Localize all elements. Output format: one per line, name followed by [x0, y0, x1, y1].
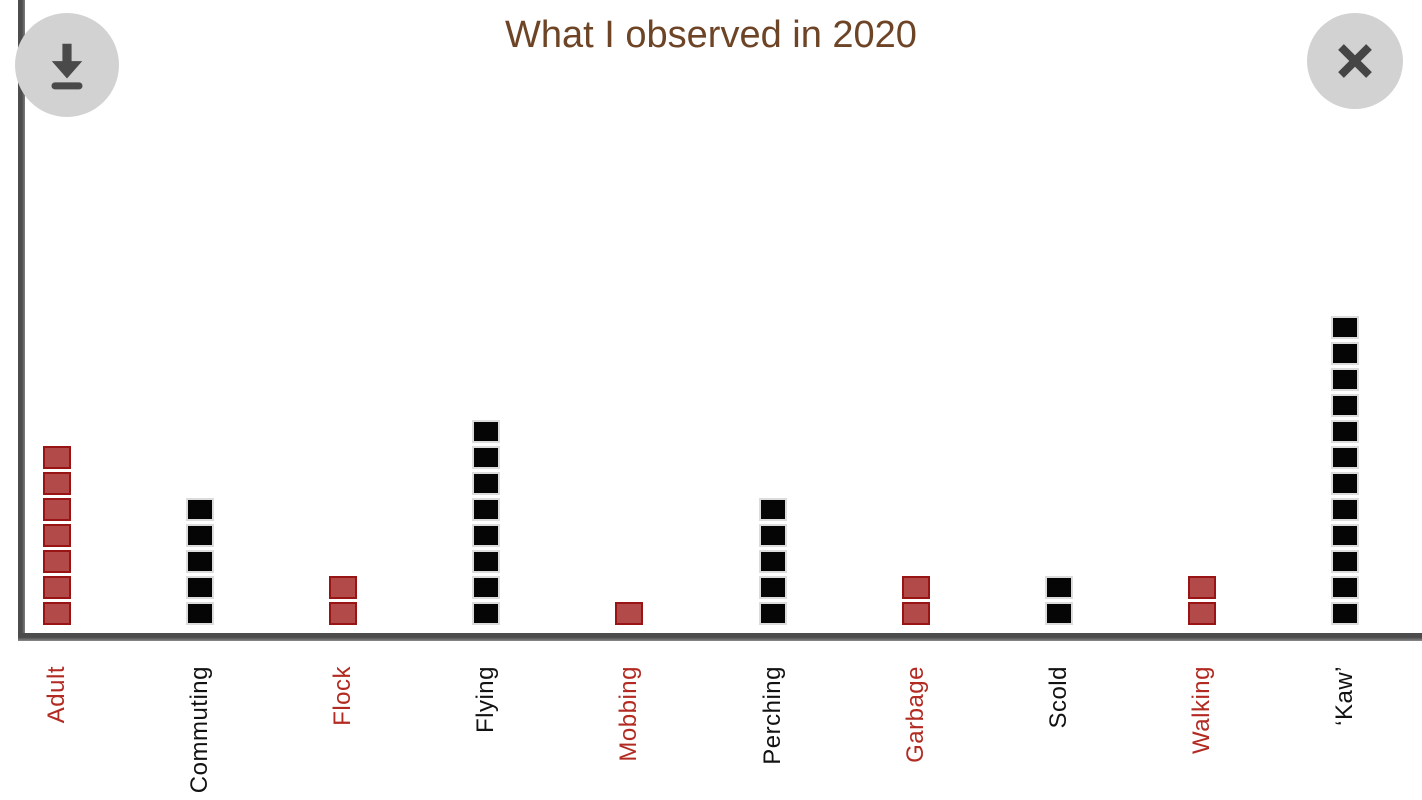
unit-square — [758, 602, 787, 625]
unit-square — [328, 576, 357, 599]
unit-square — [1331, 394, 1360, 417]
unit-square — [1188, 576, 1217, 599]
unit-square-stack — [615, 602, 644, 625]
unit-square — [1331, 550, 1360, 573]
x-tick-label: Walking — [1188, 666, 1216, 754]
category-column: Flying — [415, 0, 557, 800]
unit-square-stack — [1331, 316, 1360, 625]
unit-square-stack — [328, 576, 357, 625]
x-tick-label: Flock — [328, 666, 356, 726]
unit-square — [1331, 342, 1360, 365]
unit-square-stack — [901, 576, 930, 625]
x-tick-label: Flying — [472, 666, 500, 734]
x-tick-label-wrap: Perching — [702, 666, 844, 765]
close-button[interactable] — [1307, 13, 1403, 109]
x-tick-label-wrap: ‘Kaw’ — [1274, 666, 1416, 726]
x-axis-line — [18, 633, 1422, 641]
x-tick-label-wrap: Mobbing — [558, 666, 700, 762]
unit-square — [185, 602, 214, 625]
unit-square — [1331, 368, 1360, 391]
x-tick-label-wrap: Walking — [1131, 666, 1273, 754]
category-column: Adult — [0, 0, 128, 800]
category-column: Flock — [272, 0, 414, 800]
unit-square — [472, 550, 501, 573]
unit-square — [42, 498, 71, 521]
unit-square — [42, 472, 71, 495]
unit-square — [1331, 472, 1360, 495]
unit-square — [185, 550, 214, 573]
unit-square — [42, 550, 71, 573]
unit-square — [758, 524, 787, 547]
chart-title: What I observed in 2020 — [505, 14, 917, 56]
unit-square — [758, 576, 787, 599]
category-column: Scold — [988, 0, 1130, 800]
unit-square — [1331, 602, 1360, 625]
unit-square — [901, 576, 930, 599]
unit-square — [185, 524, 214, 547]
x-tick-label-wrap: Flock — [272, 666, 414, 726]
unit-square — [472, 576, 501, 599]
x-tick-label: Commuting — [185, 666, 213, 794]
x-tick-label: Perching — [758, 666, 786, 765]
unit-square-stack — [758, 498, 787, 625]
unit-square-stack — [1044, 576, 1073, 625]
x-tick-label: ‘Kaw’ — [1331, 666, 1359, 726]
category-column: Mobbing — [558, 0, 700, 800]
unit-square — [472, 472, 501, 495]
unit-square — [472, 524, 501, 547]
x-tick-label-wrap: Commuting — [129, 666, 271, 793]
unit-square — [1331, 576, 1360, 599]
unit-square — [1044, 576, 1073, 599]
x-tick-label-wrap: Scold — [988, 666, 1130, 729]
unit-square — [758, 498, 787, 521]
unit-square — [472, 602, 501, 625]
x-tick-label-wrap: Flying — [415, 666, 557, 733]
close-icon — [1338, 44, 1372, 78]
unit-square — [1044, 602, 1073, 625]
unit-square — [1331, 446, 1360, 469]
unit-square-stack — [1188, 576, 1217, 625]
download-button[interactable] — [15, 13, 119, 117]
unit-square — [1331, 524, 1360, 547]
unit-square — [1331, 316, 1360, 339]
unit-square — [1188, 602, 1217, 625]
unit-square — [615, 602, 644, 625]
x-tick-label: Mobbing — [615, 666, 643, 762]
unit-square-stack — [185, 498, 214, 625]
unit-square — [758, 550, 787, 573]
unit-square — [1331, 498, 1360, 521]
unit-square — [42, 524, 71, 547]
category-column: Commuting — [129, 0, 271, 800]
download-icon — [51, 43, 83, 90]
unit-square — [185, 498, 214, 521]
unit-square — [42, 446, 71, 469]
category-column: Walking — [1131, 0, 1273, 800]
y-axis-line — [18, 0, 25, 641]
unit-square — [185, 576, 214, 599]
unit-square-stack — [42, 446, 71, 625]
category-column: Perching — [702, 0, 844, 800]
unit-square-stack — [472, 420, 501, 625]
x-tick-label: Garbage — [901, 666, 929, 763]
unit-square — [328, 602, 357, 625]
x-tick-label-wrap: Garbage — [845, 666, 987, 763]
unit-square — [472, 498, 501, 521]
x-tick-label: Scold — [1044, 666, 1072, 729]
category-column: ‘Kaw’ — [1274, 0, 1416, 800]
unit-square — [472, 420, 501, 443]
unit-square — [42, 602, 71, 625]
unit-square — [42, 576, 71, 599]
x-tick-label: Adult — [42, 666, 70, 724]
category-column: Garbage — [845, 0, 987, 800]
unit-square — [1331, 420, 1360, 443]
x-tick-label-wrap: Adult — [0, 666, 128, 723]
unit-square — [472, 446, 501, 469]
unit-square — [901, 602, 930, 625]
